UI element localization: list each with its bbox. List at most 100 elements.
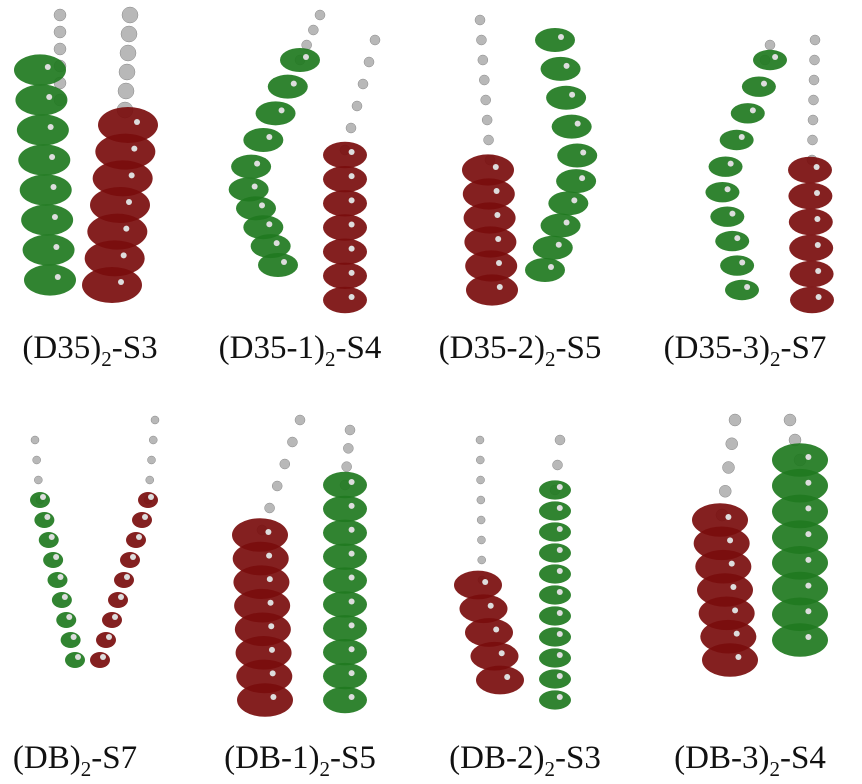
orbital-lobe bbox=[557, 144, 597, 168]
orbital-lobe bbox=[17, 114, 69, 145]
atom bbox=[349, 670, 355, 676]
atom bbox=[810, 55, 820, 65]
atom bbox=[349, 551, 355, 557]
atom bbox=[343, 443, 353, 453]
atom bbox=[45, 64, 51, 70]
atom bbox=[580, 150, 586, 156]
orbital-lobe bbox=[546, 86, 586, 110]
label-prefix: (DB-3) bbox=[674, 740, 769, 776]
atom bbox=[478, 556, 486, 564]
atom bbox=[34, 476, 42, 484]
atom bbox=[142, 514, 148, 520]
orbital-lobe bbox=[61, 632, 81, 648]
atom bbox=[149, 436, 157, 444]
atom bbox=[497, 284, 503, 290]
atom bbox=[370, 35, 380, 45]
orbital-lobe bbox=[539, 690, 571, 709]
orbital-lobe bbox=[323, 472, 367, 498]
atom bbox=[579, 175, 585, 181]
label-prefix: (DB-2) bbox=[449, 740, 544, 776]
atom bbox=[118, 279, 124, 285]
atom bbox=[303, 54, 309, 60]
orbital-lobe bbox=[43, 552, 63, 568]
atom bbox=[265, 503, 275, 513]
atom bbox=[719, 485, 731, 497]
atom bbox=[274, 240, 280, 246]
orbital-lobe bbox=[731, 103, 765, 123]
atom bbox=[569, 92, 575, 98]
atom bbox=[349, 294, 355, 300]
orbital-lobe bbox=[323, 287, 367, 313]
orbital-lobe bbox=[231, 155, 271, 179]
orbital-lobe bbox=[23, 234, 75, 265]
atom bbox=[346, 123, 356, 133]
atom bbox=[267, 576, 273, 582]
orbital-lobe bbox=[541, 57, 581, 81]
atom bbox=[295, 415, 305, 425]
atom bbox=[349, 173, 355, 179]
atom bbox=[575, 121, 581, 127]
atom bbox=[349, 270, 355, 276]
atom bbox=[726, 438, 738, 450]
atom bbox=[122, 7, 138, 23]
atom bbox=[349, 598, 355, 604]
orbital-lobe bbox=[323, 190, 367, 216]
atom bbox=[33, 456, 41, 464]
orbital-lobe bbox=[323, 663, 367, 689]
atom bbox=[548, 264, 554, 270]
atom bbox=[364, 57, 374, 67]
atom bbox=[805, 608, 811, 614]
atom bbox=[477, 476, 485, 484]
atom bbox=[557, 631, 563, 637]
atom bbox=[484, 135, 494, 145]
atom bbox=[729, 211, 735, 217]
orbital-lobe bbox=[102, 612, 122, 628]
orbital-lobe bbox=[323, 543, 367, 569]
orbital-lobe bbox=[789, 209, 833, 235]
atom bbox=[730, 584, 736, 590]
atom bbox=[477, 516, 485, 524]
atom bbox=[308, 25, 318, 35]
atom bbox=[266, 221, 272, 227]
orbital-lobe bbox=[788, 183, 832, 209]
atom bbox=[53, 244, 59, 250]
atom bbox=[46, 94, 52, 100]
orbital-lobe bbox=[114, 572, 134, 588]
orbital-lobe bbox=[132, 512, 152, 528]
orbital-lobe bbox=[56, 612, 76, 628]
panel-label: (D35)2-S3 bbox=[22, 330, 157, 371]
atom bbox=[816, 294, 822, 300]
atom bbox=[349, 479, 355, 485]
atom bbox=[118, 83, 134, 99]
panel-label: (DB-2)2-S3 bbox=[449, 740, 601, 781]
label-subscript: 2 bbox=[81, 757, 92, 781]
atom bbox=[477, 536, 485, 544]
atom bbox=[349, 527, 355, 533]
atom bbox=[557, 484, 563, 490]
orbital-lobe bbox=[539, 606, 571, 625]
atom bbox=[725, 186, 731, 192]
orbital-lobe bbox=[323, 142, 367, 168]
atom bbox=[564, 220, 570, 226]
orbital-lobe bbox=[39, 532, 59, 548]
orbital-lobe bbox=[82, 267, 142, 303]
atom bbox=[71, 634, 77, 640]
orbital-lobe bbox=[34, 512, 54, 528]
orbital-lobe bbox=[237, 683, 293, 717]
label-suffix: -S7 bbox=[91, 740, 137, 776]
atom bbox=[266, 134, 272, 140]
atom bbox=[478, 55, 488, 65]
atom bbox=[815, 268, 821, 274]
atom bbox=[814, 190, 820, 196]
orbital-lobe bbox=[789, 235, 833, 261]
orbital-lobe bbox=[65, 652, 85, 668]
atom bbox=[146, 476, 154, 484]
orbital-lobe bbox=[552, 115, 592, 139]
atom bbox=[279, 107, 285, 113]
atom bbox=[744, 284, 750, 290]
atom bbox=[349, 246, 355, 252]
atom bbox=[557, 547, 563, 553]
atom bbox=[493, 164, 499, 170]
orbital-lobe bbox=[108, 592, 128, 608]
atom bbox=[129, 172, 135, 178]
